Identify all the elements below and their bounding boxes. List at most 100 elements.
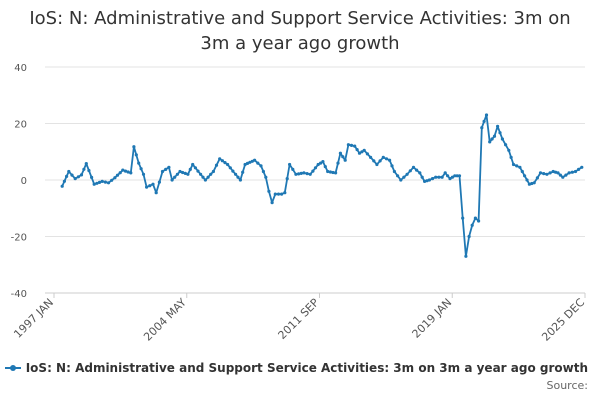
data-point-89 [305,172,309,176]
data-point-120 [390,164,394,168]
data-point-137 [440,175,444,179]
data-point-77 [270,201,274,205]
data-point-125 [405,172,409,176]
data-point-128 [415,168,419,172]
data-point-119 [388,158,392,162]
data-point-165 [518,165,522,169]
data-point-141 [450,175,454,179]
data-point-173 [538,171,543,175]
y-tick-label-0: 40 [14,63,27,74]
data-point-146 [464,254,468,258]
data-point-99 [331,170,335,175]
data-point-22 [121,168,125,172]
data-point-80 [280,192,284,196]
data-point-66 [241,170,245,174]
data-point-108 [355,148,359,152]
data-point-150 [477,219,481,223]
data-point-138 [443,171,447,175]
x-tick-label-3: 2019 JAN [410,296,455,341]
data-point-4 [70,173,74,177]
data-point-171 [532,181,536,185]
data-point-151 [480,126,484,130]
legend[interactable]: IoS: N: Administrative and Support Servi… [0,359,600,377]
data-point-144 [457,174,462,178]
data-point-106 [349,143,354,147]
data-point-183 [567,171,571,175]
data-point-28 [137,161,141,165]
data-point-160 [504,143,508,147]
x-tick-label-4: 2025 DEC [539,296,587,344]
data-point-177 [551,169,555,174]
data-point-84 [291,167,295,171]
data-point-98 [328,170,332,174]
data-point-64 [236,175,240,179]
data-point-63 [234,172,238,176]
data-point-149 [473,216,477,220]
data-point-164 [515,164,519,168]
data-point-88 [302,171,306,175]
data-point-111 [362,148,366,152]
data-point-182 [564,173,568,177]
data-point-186 [577,167,581,171]
data-point-158 [498,131,502,135]
data-point-107 [353,144,357,148]
data-point-166 [520,169,524,174]
data-point-17 [106,181,111,185]
data-point-147 [467,234,471,239]
data-point-11 [90,175,94,179]
data-point-74 [261,169,265,174]
data-point-175 [545,172,549,176]
y-tick-label-3: -20 [11,233,27,244]
data-point-115 [375,162,379,167]
y-tick-label-1: 20 [14,120,27,131]
data-point-85 [294,172,298,176]
data-point-90 [308,172,312,176]
data-point-97 [326,169,330,174]
x-tick-label-2: 2011 SEP [276,296,322,342]
data-point-9 [84,162,88,166]
data-point-49 [196,169,200,173]
data-point-67 [243,162,247,167]
data-point-39 [170,178,174,182]
data-point-78 [273,192,277,196]
data-point-57 [218,157,222,161]
data-point-79 [276,192,281,196]
data-point-180 [558,173,563,177]
data-point-105 [346,143,350,147]
data-point-23 [123,169,128,173]
data-point-38 [167,165,171,169]
data-point-187 [580,165,584,169]
data-point-94 [319,161,323,165]
data-point-55 [211,169,215,174]
data-point-18 [110,178,114,182]
data-point-114 [372,159,376,163]
data-point-161 [507,148,511,152]
data-point-12 [92,182,96,186]
data-point-92 [313,166,318,170]
data-point-135 [434,175,438,179]
data-point-154 [488,140,492,144]
data-point-162 [509,155,513,159]
data-point-121 [392,169,396,174]
data-point-148 [470,223,474,227]
data-point-7 [79,173,84,177]
data-point-81 [283,191,287,195]
data-point-163 [511,162,516,167]
data-point-60 [226,162,230,167]
x-tick-label-0: 1997 JAN [11,296,56,341]
data-point-10 [87,168,91,173]
data-point-21 [118,171,122,175]
data-point-47 [191,162,195,167]
data-point-36 [160,169,165,174]
data-point-122 [396,174,400,178]
data-point-153 [484,113,489,117]
data-point-130 [420,175,424,179]
data-point-58 [220,159,224,163]
data-point-131 [423,179,427,183]
data-point-157 [496,124,500,128]
data-point-40 [173,175,177,179]
data-point-1 [62,179,66,183]
data-point-178 [554,170,558,174]
data-point-82 [285,177,289,181]
data-point-159 [500,137,504,141]
